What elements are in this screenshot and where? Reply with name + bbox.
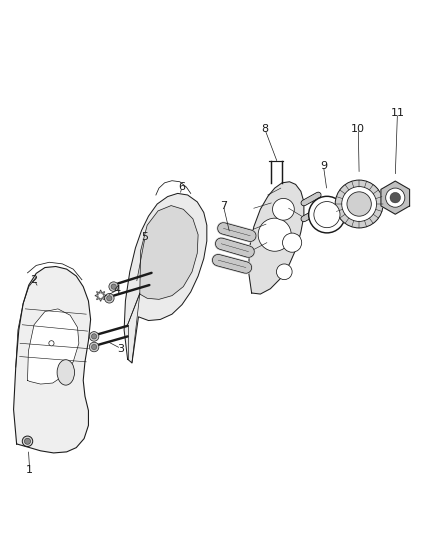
- Circle shape: [276, 264, 292, 280]
- Circle shape: [89, 342, 99, 352]
- Circle shape: [89, 332, 99, 341]
- Circle shape: [272, 198, 294, 220]
- Circle shape: [111, 284, 116, 289]
- Polygon shape: [140, 206, 198, 300]
- Text: 4: 4: [113, 285, 120, 295]
- Text: 11: 11: [390, 108, 404, 118]
- Polygon shape: [95, 290, 106, 301]
- Circle shape: [92, 334, 97, 339]
- Circle shape: [390, 192, 400, 203]
- Circle shape: [386, 188, 405, 207]
- Circle shape: [105, 294, 114, 303]
- Circle shape: [258, 218, 291, 251]
- Circle shape: [25, 438, 31, 445]
- Text: 3: 3: [117, 344, 124, 353]
- Polygon shape: [381, 181, 410, 214]
- Text: 9: 9: [320, 161, 327, 171]
- Ellipse shape: [57, 360, 74, 385]
- Circle shape: [347, 192, 371, 216]
- Polygon shape: [28, 309, 79, 384]
- Polygon shape: [249, 182, 304, 294]
- Circle shape: [98, 293, 103, 298]
- Text: 6: 6: [179, 182, 186, 192]
- Circle shape: [49, 341, 54, 346]
- Circle shape: [107, 296, 112, 301]
- Circle shape: [335, 180, 383, 228]
- Circle shape: [314, 201, 340, 228]
- Text: 5: 5: [141, 232, 148, 243]
- Polygon shape: [124, 193, 207, 363]
- Circle shape: [109, 282, 118, 292]
- Circle shape: [342, 187, 377, 221]
- Circle shape: [92, 344, 97, 350]
- Text: 10: 10: [351, 124, 365, 134]
- Text: 7: 7: [220, 200, 227, 211]
- Text: 2: 2: [31, 274, 38, 285]
- Circle shape: [309, 196, 345, 233]
- Text: 1: 1: [26, 465, 33, 475]
- Circle shape: [22, 436, 33, 447]
- Text: 8: 8: [261, 124, 268, 134]
- Circle shape: [283, 233, 302, 252]
- Polygon shape: [14, 266, 91, 453]
